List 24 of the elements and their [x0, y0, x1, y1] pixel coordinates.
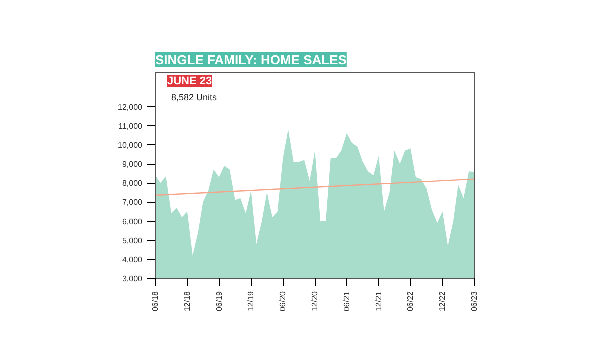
y-tick-label: 8,000: [122, 179, 144, 188]
y-tick-label: 10,000: [118, 140, 144, 150]
y-tick-label: 7,000: [122, 198, 144, 208]
x-tick-label: 06/20: [278, 290, 288, 312]
y-tick-label: 3,000: [122, 274, 144, 284]
annotation: 8,582 Units: [172, 92, 218, 103]
x-tick-label: 06/18: [151, 290, 160, 312]
x-tick-label: 12/20: [310, 290, 320, 312]
x-tick-label: 12/18: [182, 290, 192, 312]
x-tick-label: 12/21: [374, 290, 384, 312]
x-tick-label: 06/23: [470, 290, 479, 312]
x-tick-label: 06/21: [342, 290, 352, 312]
y-tick-label: 6,000: [122, 217, 144, 226]
y-tick-label: 4,000: [122, 255, 144, 264]
y-tick-label: 12,000: [118, 102, 144, 112]
x-tick-label: 06/19: [214, 290, 224, 312]
chart-title: SINGLE FAMILY: HOME SALES: [156, 52, 348, 68]
x-tick-label: 12/19: [246, 290, 256, 312]
annotation: JUNE 23: [168, 75, 212, 88]
x-tick-label: 06/22: [406, 290, 416, 312]
y-tick-label: 9,000: [122, 160, 144, 170]
x-tick-label: 12/22: [438, 290, 448, 312]
y-tick-label: 11,000: [118, 122, 144, 131]
y-tick-label: 5,000: [122, 236, 144, 246]
